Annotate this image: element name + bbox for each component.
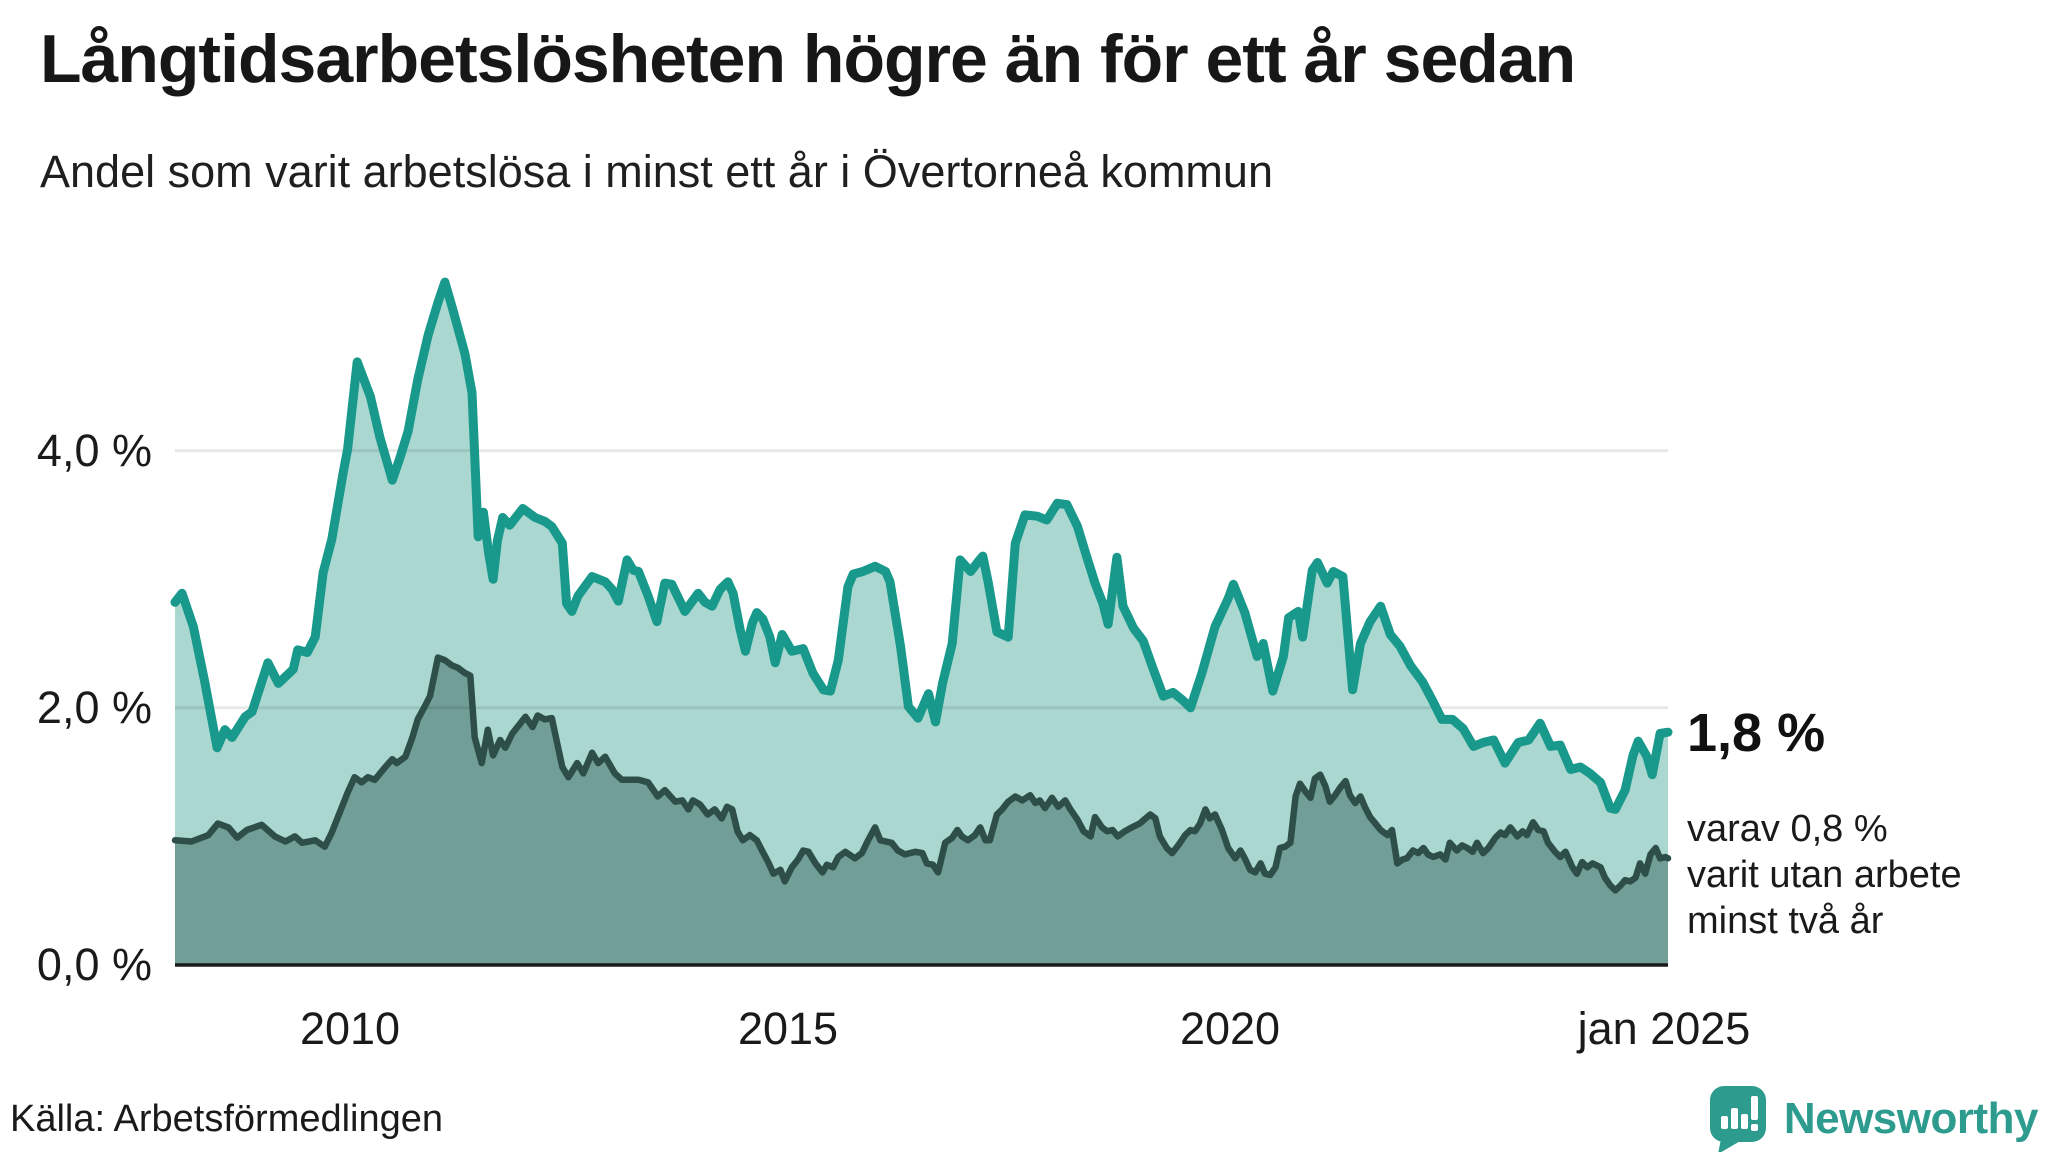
line-min-two-years: [171, 654, 1672, 894]
x-tick-2015: 2015: [737, 1003, 839, 1054]
brand-name: Newsworthy: [1783, 1094, 2039, 1143]
page-title: Långtidsarbetslösheten högre än för ett …: [40, 21, 1576, 97]
series2-note: varav 0,8 % varit utan arbete minst två …: [1687, 806, 1962, 944]
area-fill-min-two-years: [175, 657, 1668, 965]
series1-end-value-label: 1,8 %: [1687, 703, 1826, 763]
x-tick-2020: 2020: [1179, 1003, 1281, 1054]
newsworthy-brand: Newsworthy: [1708, 1084, 2039, 1152]
x-tick-jan-2025: jan 2025: [1577, 1003, 1751, 1054]
y-tick-0: 0,0 %: [36, 939, 152, 990]
line-min-one-year: [170, 277, 1673, 814]
x-tick-2010: 2010: [299, 1003, 401, 1054]
chart-subtitle: Andel som varit arbetslösa i minst ett å…: [40, 146, 1273, 197]
note-line-1: varav 0,8 %: [1687, 808, 1888, 850]
note-line-3: minst två år: [1687, 900, 1884, 942]
newsworthy-logo-icon: [1709, 1086, 1766, 1152]
y-tick-2: 2,0 %: [36, 682, 152, 733]
source-attribution: Källa: Arbetsförmedlingen: [10, 1098, 444, 1140]
y-tick-4: 4,0 %: [36, 425, 152, 476]
note-line-2: varit utan arbete: [1687, 854, 1962, 896]
